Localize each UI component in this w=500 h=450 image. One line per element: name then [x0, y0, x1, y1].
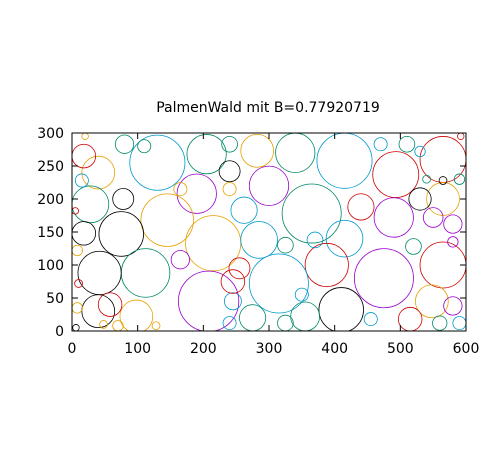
y-tick-label: 0 [55, 324, 64, 340]
circle-mark [432, 315, 448, 331]
x-tick-label: 0 [68, 341, 77, 357]
x-tick-label: 500 [387, 341, 414, 357]
circle-mark [248, 165, 290, 206]
circle-mark [186, 134, 227, 175]
circle-mark [408, 187, 432, 211]
circle-mark [112, 188, 135, 210]
x-axis: 0 100 200 300 400 500 600 [68, 133, 480, 357]
circle-mark [405, 238, 422, 255]
circle-mark [422, 207, 444, 228]
circle-mark [140, 193, 194, 247]
circle-mark [151, 321, 161, 331]
circle-mark [72, 302, 83, 314]
circle-mark [176, 173, 217, 214]
y-tick-label: 250 [37, 159, 64, 175]
y-axis: 0 50 100 150 200 250 300 [37, 126, 466, 340]
circle-mark [119, 299, 154, 331]
circle-mark [81, 133, 89, 140]
circle-mark [120, 248, 171, 298]
circle-mark [398, 135, 416, 153]
circle-mark [81, 294, 116, 329]
circle-mark [114, 134, 135, 154]
circle-mark [97, 292, 123, 317]
circle-mark [173, 182, 188, 197]
circle-mark [414, 145, 426, 158]
circle-mark [72, 324, 80, 331]
circle-mark [457, 133, 465, 140]
circle-mark [373, 197, 414, 238]
circle-mark [316, 133, 373, 189]
circle-mark [363, 312, 378, 327]
circle-mark [228, 257, 251, 280]
y-tick-label: 300 [37, 126, 64, 142]
circle-mark [137, 139, 152, 154]
circle-mark [72, 244, 83, 257]
circle-mark [177, 270, 240, 331]
circle-mark [277, 236, 294, 254]
x-tick-label: 200 [190, 341, 217, 357]
circle-mark [74, 279, 83, 288]
circle-mark [447, 236, 459, 248]
circle-mark [453, 173, 466, 185]
circle-mark [290, 301, 320, 331]
circle-mark [81, 155, 116, 190]
circle-mark [452, 316, 466, 331]
circle-mark [281, 183, 342, 244]
circle-mark [422, 174, 431, 184]
x-tick-label: 600 [453, 341, 480, 357]
x-tick-label: 300 [256, 341, 283, 357]
circle-mark [222, 316, 237, 331]
circle-mark [72, 143, 97, 169]
circle-mark [74, 173, 89, 188]
circle-mark [353, 248, 414, 309]
circle-mark [223, 292, 242, 311]
circle-mark [248, 253, 309, 314]
y-tick-label: 50 [46, 291, 64, 307]
circle-mark [419, 241, 466, 289]
circle-mark [230, 196, 258, 224]
y-tick-label: 100 [37, 258, 64, 274]
circle-mark [185, 215, 242, 272]
circle-mark [221, 135, 238, 153]
circle-mark [98, 211, 144, 257]
circle-mark [129, 134, 186, 191]
circle-mark [294, 287, 309, 302]
circle-mark [239, 304, 267, 331]
circle-mark [72, 185, 110, 224]
x-tick-label: 400 [321, 341, 348, 357]
circle-mark [443, 214, 463, 234]
x-tick-label: 100 [124, 341, 151, 357]
circle-mark [325, 219, 364, 258]
circle-mark [112, 320, 124, 331]
circle-mark [397, 306, 423, 331]
circle-mark [72, 221, 97, 246]
circle-mark [240, 134, 274, 168]
circle-mark [77, 250, 122, 295]
circle-mark [318, 287, 364, 331]
circle-mark [220, 269, 246, 294]
circle-mark [99, 320, 108, 329]
circle-mark [306, 231, 324, 249]
circle-mark [218, 160, 241, 183]
chart-title: PalmenWald mit B=0.77920719 [156, 100, 380, 116]
circle-mark [347, 193, 375, 221]
circle-layer [72, 133, 466, 331]
circle-mark [372, 151, 420, 198]
circle-mark [72, 207, 79, 215]
circle-mark [275, 133, 316, 173]
circle-mark [373, 137, 388, 152]
circle-mark [304, 242, 349, 288]
y-tick-label: 150 [37, 225, 64, 241]
circle-mark [222, 182, 237, 197]
circle-mark [170, 250, 190, 270]
circle-mark [443, 296, 463, 316]
circle-mark [438, 176, 448, 185]
circle-mark [240, 221, 278, 259]
circle-mark [415, 284, 449, 319]
y-tick-label: 200 [37, 192, 64, 208]
